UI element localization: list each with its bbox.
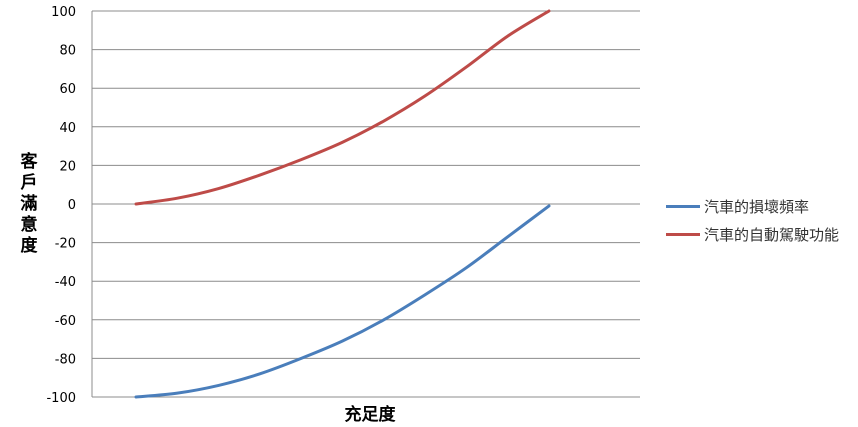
y-tick-label: -20 <box>55 237 76 252</box>
y-tick-label: 80 <box>59 44 76 59</box>
legend-item-damage-frequency: 汽車的損壞頻率 <box>666 192 839 220</box>
y-tick-label: 100 <box>51 5 76 20</box>
y-tick-label: 40 <box>59 121 76 136</box>
series-line-damage-frequency <box>134 204 551 399</box>
x-axis-label: 充足度 <box>344 405 396 425</box>
legend-label-damage-frequency: 汽車的損壞頻率 <box>704 197 810 216</box>
y-tick-label: -60 <box>55 314 76 329</box>
y-tick-label: 0 <box>68 198 76 213</box>
y-axis-label: 客戶滿意度 <box>20 152 38 256</box>
legend-swatch-damage-frequency <box>666 204 700 208</box>
series-line-autopilot <box>134 9 551 206</box>
legend: 汽車的損壞頻率 汽車的自動駕駛功能 <box>666 192 839 248</box>
y-tick-label: -40 <box>55 275 76 290</box>
y-tick-label: -80 <box>55 352 76 367</box>
legend-swatch-autopilot <box>666 232 700 236</box>
legend-item-autopilot: 汽車的自動駕駛功能 <box>666 220 839 248</box>
y-tick-label: -100 <box>46 391 76 406</box>
y-tick-label: 60 <box>59 82 76 97</box>
legend-label-autopilot: 汽車的自動駕駛功能 <box>704 225 840 244</box>
y-tick-label: 20 <box>59 159 76 174</box>
